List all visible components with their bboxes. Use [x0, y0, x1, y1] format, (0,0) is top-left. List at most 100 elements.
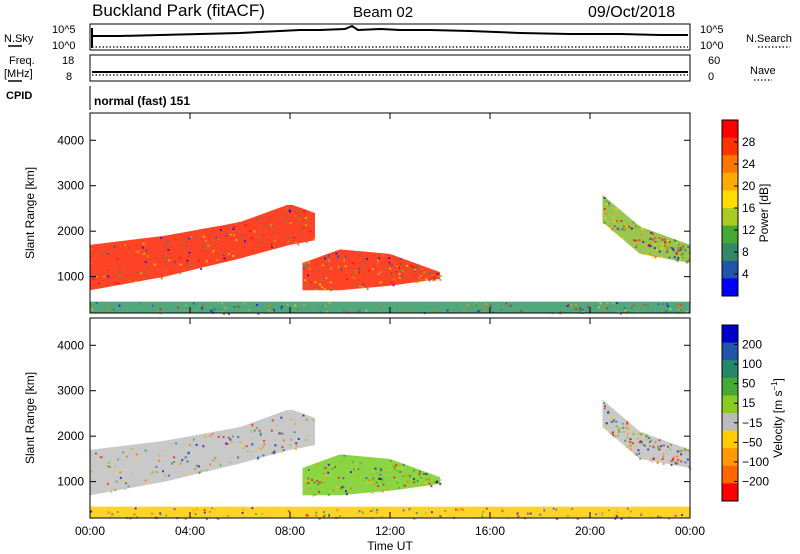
- echo-speckle: [263, 443, 266, 446]
- echo-region: [602, 399, 690, 468]
- echo-speckle: [303, 303, 306, 306]
- echo-speckle: [665, 302, 668, 305]
- echo-speckle: [275, 423, 278, 426]
- echo-speckle: [634, 233, 637, 236]
- echo-speckle: [179, 256, 182, 259]
- echo-speckle: [413, 517, 416, 520]
- echo-speckle: [484, 307, 487, 310]
- echo-speckle: [623, 307, 626, 310]
- echo-speckle: [353, 468, 356, 471]
- echo-speckle: [650, 439, 653, 442]
- echo-speckle: [616, 227, 619, 230]
- echo-speckle: [268, 303, 271, 306]
- colorbar-segment: [722, 483, 738, 502]
- cpid-value: normal (fast) 151: [94, 94, 190, 108]
- echo-speckle: [654, 240, 657, 243]
- echo-speckle: [612, 420, 615, 423]
- echo-speckle: [107, 511, 110, 514]
- echo-speckle: [135, 453, 138, 456]
- echo-speckle: [627, 225, 630, 228]
- echo-speckle: [566, 304, 569, 307]
- echo-speckle: [643, 303, 646, 306]
- echo-speckle: [304, 263, 307, 266]
- echo-speckle: [675, 258, 678, 261]
- echo-speckle: [137, 250, 140, 253]
- echo-speckle: [162, 470, 165, 473]
- echo-speckle: [202, 445, 205, 448]
- echo-speckle: [184, 304, 187, 307]
- echo-speckle: [480, 306, 483, 309]
- echo-speckle: [606, 202, 609, 205]
- echo-speckle: [416, 479, 419, 482]
- echo-speckle: [377, 477, 380, 480]
- echo-speckle: [615, 420, 618, 423]
- velocity-axis: 1000 2000 3000 4000: [57, 318, 691, 518]
- echo-speckle: [297, 218, 300, 221]
- echo-speckle: [317, 488, 320, 491]
- colorbar-tick-label: 15: [742, 396, 756, 410]
- echo-speckle: [197, 465, 200, 468]
- echo-speckle: [331, 287, 334, 290]
- echo-speckle: [684, 448, 687, 451]
- echo-speckle: [685, 248, 688, 251]
- echo-speckle: [273, 452, 276, 455]
- echo-speckle: [431, 273, 434, 276]
- echo-speckle: [462, 508, 465, 511]
- echo-speckle: [428, 279, 431, 282]
- echo-speckle: [222, 436, 225, 439]
- echo-speckle: [662, 453, 665, 456]
- echo-speckle: [192, 438, 195, 441]
- echo-speckle: [237, 435, 240, 438]
- echo-speckle: [328, 302, 331, 305]
- echo-speckle: [674, 461, 677, 464]
- nsky-tick-high: 10^5: [52, 24, 76, 36]
- colorbar-segment: [722, 325, 738, 344]
- echo-speckle: [293, 242, 296, 245]
- echo-speckle: [251, 249, 254, 252]
- echo-speckle: [587, 305, 590, 308]
- echo-speckle: [355, 269, 358, 272]
- echo-speckle: [389, 465, 392, 468]
- echo-speckle: [362, 512, 365, 515]
- echo-speckle: [377, 485, 380, 488]
- echo-speckle: [113, 467, 116, 470]
- echo-speckle: [251, 423, 254, 426]
- echo-speckle: [676, 462, 679, 465]
- echo-speckle: [403, 270, 406, 273]
- echo-speckle: [223, 446, 226, 449]
- echo-speckle: [280, 450, 283, 453]
- nsky-trace: [92, 24, 688, 37]
- echo-speckle: [674, 514, 677, 517]
- echo-speckle: [632, 304, 635, 307]
- echo-speckle: [217, 435, 220, 438]
- echo-speckle: [357, 254, 360, 257]
- echo-speckle: [400, 275, 403, 278]
- echo-speckle: [677, 249, 680, 252]
- echo-speckle: [419, 476, 422, 479]
- echo-speckle: [229, 233, 232, 236]
- echo-speckle: [227, 312, 230, 315]
- echo-speckle: [271, 451, 274, 454]
- echo-speckle: [203, 511, 206, 514]
- echo-speckle: [139, 302, 142, 305]
- echo-speckle: [144, 479, 147, 482]
- echo-speckle: [340, 461, 343, 464]
- echo-speckle: [239, 441, 242, 444]
- colorbar-tick-label: 8: [742, 245, 749, 259]
- echo-speckle: [379, 473, 382, 476]
- echo-speckle: [135, 251, 138, 254]
- echo-speckle: [606, 302, 609, 305]
- echo-speckle: [646, 304, 649, 307]
- echo-speckle: [649, 512, 652, 515]
- echo-speckle: [388, 306, 391, 309]
- echo-speckle: [271, 309, 274, 312]
- echo-speckle: [668, 256, 671, 259]
- echo-speckle: [616, 511, 619, 514]
- echo-speckle: [94, 452, 97, 455]
- echo-speckle: [681, 449, 684, 452]
- echo-speckle: [616, 434, 619, 437]
- echo-speckle: [395, 270, 398, 273]
- echo-speckle: [389, 460, 392, 463]
- echo-speckle: [339, 480, 342, 483]
- echo-speckle: [128, 279, 131, 282]
